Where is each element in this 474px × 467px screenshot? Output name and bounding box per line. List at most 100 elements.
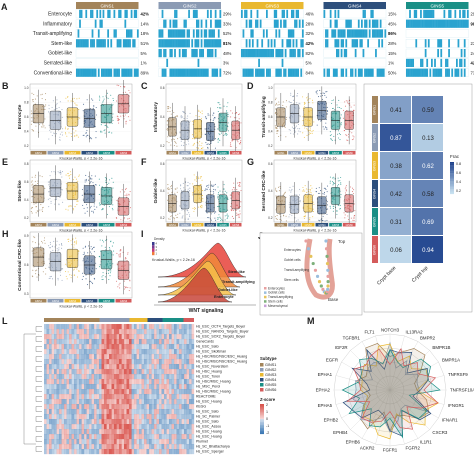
jitter-point xyxy=(111,116,113,118)
jitter-point xyxy=(56,240,58,242)
jitter-point xyxy=(308,130,310,132)
heatmap-cell xyxy=(61,364,65,370)
heatmap-cell xyxy=(154,364,157,370)
positive-sample-tick xyxy=(457,19,460,28)
positive-sample-tick xyxy=(93,68,95,77)
jitter-point xyxy=(51,106,53,109)
positive-sample-tick xyxy=(80,39,83,48)
jitter-point xyxy=(296,95,298,97)
jitter-point xyxy=(302,107,304,109)
heatmap-cell xyxy=(189,374,192,380)
positive-sample-tick xyxy=(331,29,334,38)
jitter-point xyxy=(170,186,172,188)
jitter-point xyxy=(330,134,332,136)
positive-sample-tick xyxy=(281,39,284,48)
heatmap-cell xyxy=(159,389,162,395)
heatmap-cell xyxy=(101,404,105,410)
positive-sample-tick xyxy=(420,68,422,77)
positive-sample-tick xyxy=(361,19,363,28)
jitter-point xyxy=(166,128,168,130)
heatmap-cell xyxy=(44,394,47,400)
heatmap-cell xyxy=(44,379,47,385)
heatmap-cell xyxy=(166,439,170,445)
positive-sample-tick xyxy=(253,49,256,58)
jitter-point xyxy=(352,135,354,137)
jitter-point xyxy=(206,185,208,187)
heatmap-cell xyxy=(116,414,120,420)
heatmap-cell xyxy=(126,439,130,445)
heatmap-cell xyxy=(84,329,87,335)
gene-set-label: Hs_MSC_Perol xyxy=(196,385,220,389)
crypt-base-label: Base xyxy=(328,297,339,302)
jitter-point xyxy=(189,120,191,122)
heatmap-cell xyxy=(81,419,85,425)
heatmap-cell xyxy=(131,399,135,405)
subtype-label-gins6 xyxy=(372,236,378,263)
positive-sample-tick xyxy=(287,68,290,77)
jitter-point xyxy=(330,138,333,140)
heatmap-cell xyxy=(44,424,47,430)
crypt-cell xyxy=(326,274,330,278)
heatmap-cell xyxy=(156,339,160,345)
jitter-point xyxy=(212,120,214,122)
positive-sample-tick xyxy=(163,68,165,77)
positive-sample-tick xyxy=(371,29,374,38)
positive-sample-tick xyxy=(353,39,355,48)
heatmap-cell xyxy=(189,324,192,330)
heatmap-cell xyxy=(179,389,182,395)
positive-sample-tick xyxy=(431,9,433,18)
heatmap-cell xyxy=(151,369,155,375)
positive-sample-tick xyxy=(426,68,429,77)
heatmap-cell xyxy=(174,394,177,400)
heatmap-cell xyxy=(51,339,55,345)
jitter-point xyxy=(311,132,313,135)
heatmap-cell xyxy=(66,374,70,380)
positive-sample-tick xyxy=(300,39,303,48)
heatmap-cell xyxy=(189,359,192,365)
subtype-strip-label: GINS6 xyxy=(120,224,128,227)
jitter-point xyxy=(30,208,32,210)
jitter-point xyxy=(275,127,277,130)
jitter-point xyxy=(91,281,93,283)
subtype-strip-gins2 xyxy=(47,223,64,227)
heatmap-cell xyxy=(89,384,92,390)
panel-letter-i: I xyxy=(141,229,144,239)
heatmap-cell xyxy=(164,444,167,450)
positive-sample-tick xyxy=(342,39,345,48)
legend-swatch xyxy=(264,291,267,294)
jitter-point xyxy=(217,195,219,197)
jitter-point xyxy=(204,128,206,130)
heatmap-cell xyxy=(111,424,115,430)
jitter-point xyxy=(181,216,183,218)
jitter-point xyxy=(193,174,195,176)
jitter-point xyxy=(274,216,276,218)
jitter-point xyxy=(53,132,55,134)
positive-sample-tick xyxy=(412,19,415,28)
heatmap-cell xyxy=(176,389,180,395)
heatmap-cell xyxy=(126,399,130,405)
subtype-label-gins1 xyxy=(372,96,378,123)
jitter-point xyxy=(37,180,39,182)
heatmap-cell xyxy=(181,394,185,400)
heatmap-cell xyxy=(76,329,80,335)
jitter-point xyxy=(353,219,355,221)
jitter-point xyxy=(226,134,228,136)
positive-sample-tick xyxy=(80,9,83,18)
positive-sample-tick xyxy=(434,19,436,28)
heatmap-cell xyxy=(131,354,135,360)
positive-sample-tick xyxy=(463,68,466,77)
heatmap-cell xyxy=(104,429,107,435)
jitter-point xyxy=(112,119,114,121)
heatmap-cell xyxy=(181,344,185,350)
heatmap-cell xyxy=(94,414,97,420)
jitter-point xyxy=(214,138,216,140)
jitter-point xyxy=(62,128,64,130)
jitter-point xyxy=(198,176,200,178)
fraction-value: 0.31 xyxy=(390,220,402,226)
positive-sample-tick xyxy=(286,9,289,18)
heatmap-cell xyxy=(71,364,75,370)
positive-sample-tick xyxy=(158,29,161,38)
jitter-point xyxy=(103,204,105,206)
heatmap-cell xyxy=(161,359,165,365)
jitter-point xyxy=(230,208,232,210)
